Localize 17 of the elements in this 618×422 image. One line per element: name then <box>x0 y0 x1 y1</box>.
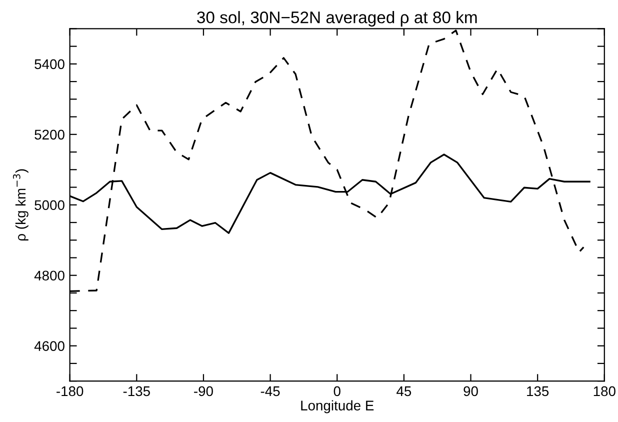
x-tick-label: 45 <box>396 386 412 396</box>
y-tick-label: 5000 <box>34 200 64 210</box>
chart-title: 30 sol, 30N−52N averaged ρ at 80 km <box>197 11 477 27</box>
y-tick-label: 4800 <box>34 270 64 281</box>
x-tick-label: 180 <box>594 386 616 396</box>
x-tick-label: 90 <box>464 386 478 396</box>
y-axis-title: ρ (kg km$^{−3}$) <box>12 169 28 240</box>
y-tick-label: 4600 <box>34 341 64 351</box>
y-tick-label: 5200 <box>34 130 64 140</box>
x-axis-title: Longitude E <box>301 400 374 414</box>
x-tick-label: 135 <box>527 386 549 396</box>
x-tick-label: -180 <box>56 386 84 396</box>
x-tick-label: -90 <box>194 386 213 396</box>
x-tick-label: 0 <box>334 386 340 396</box>
x-tick-label: -45 <box>260 386 280 396</box>
x-tick-label: -135 <box>123 386 150 396</box>
y-tick-label: 5400 <box>34 59 64 70</box>
